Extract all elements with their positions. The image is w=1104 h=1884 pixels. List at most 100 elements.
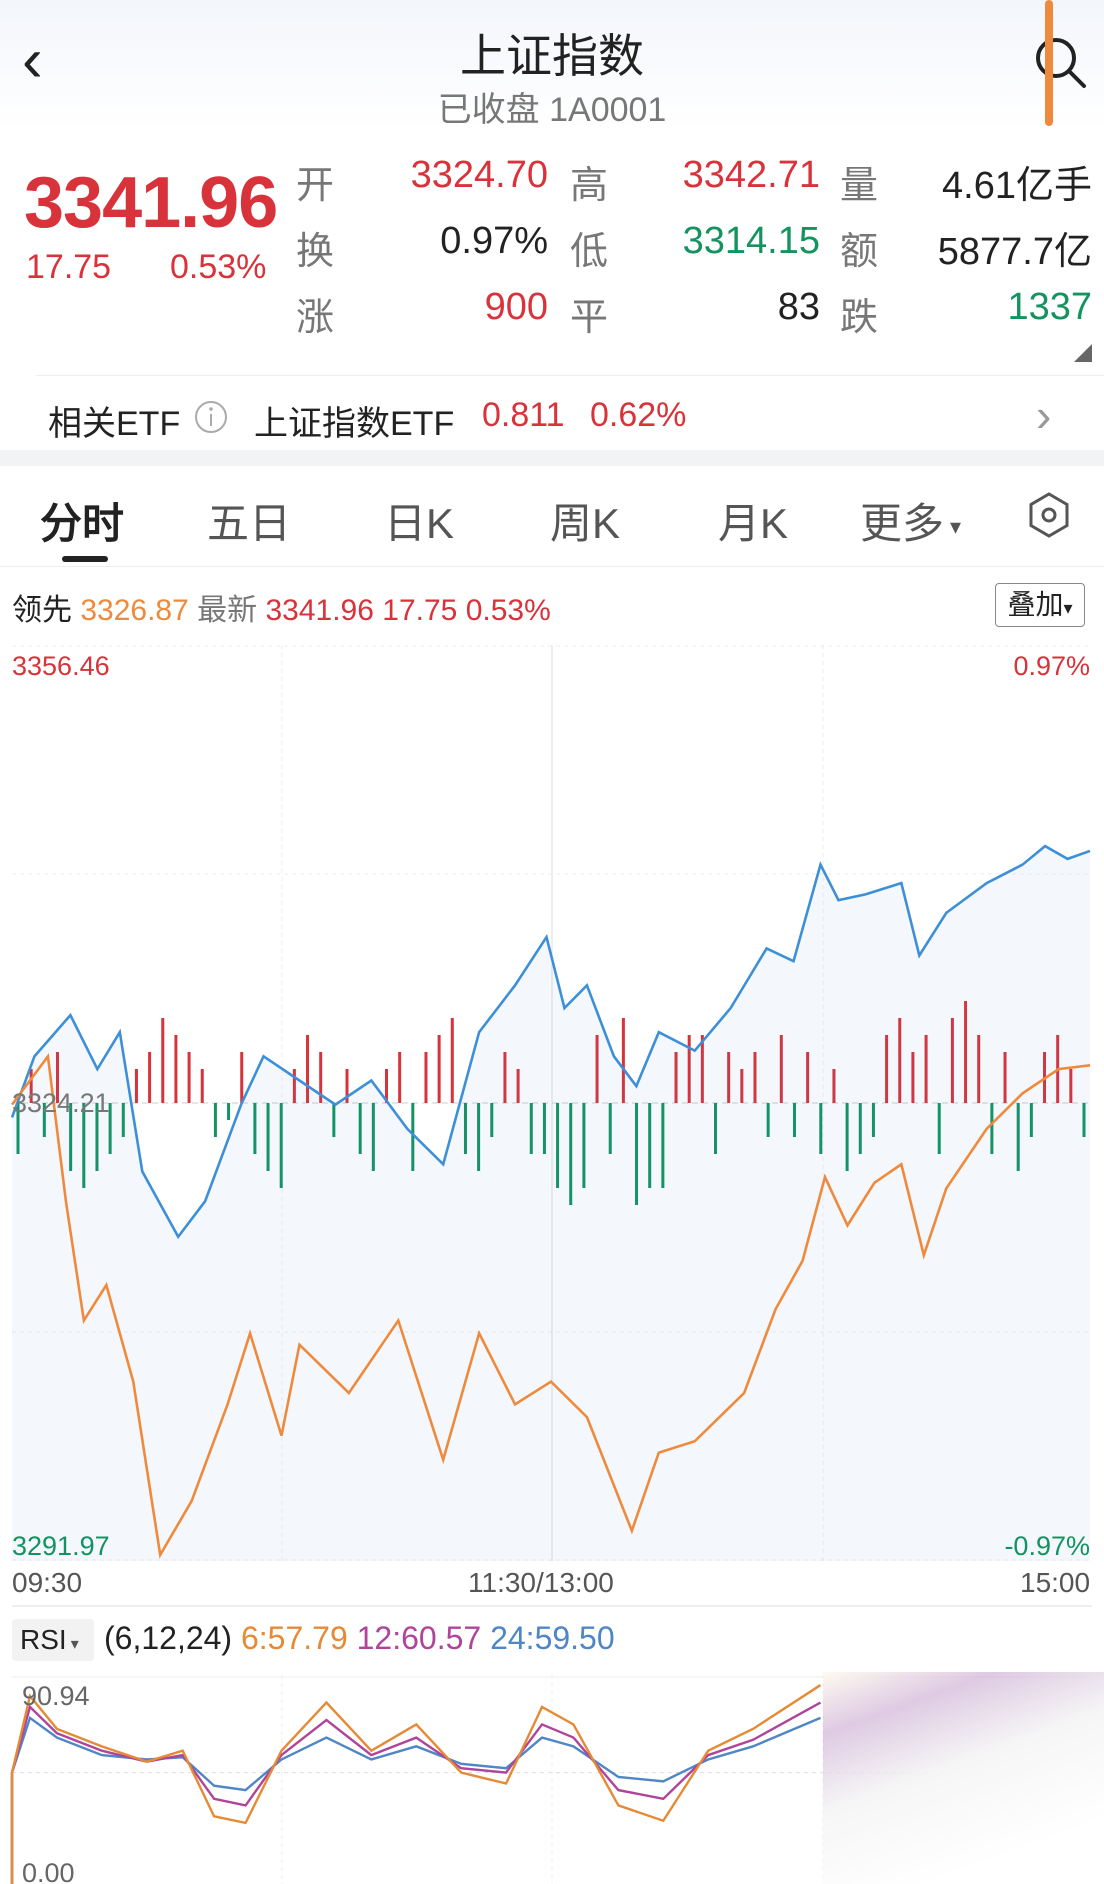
tab-monthly-k[interactable]: 月K — [718, 500, 789, 547]
breadth-bar — [29, 1069, 33, 1103]
y-mid-label: 3324.21 — [12, 1088, 110, 1118]
stat-value: 0.97% — [440, 220, 548, 262]
tab-intraday[interactable]: 分时 — [40, 500, 125, 547]
breadth-bar — [648, 1103, 652, 1188]
breadth-bar — [398, 1052, 402, 1103]
x-tick-close: 15:00 — [1020, 1567, 1091, 1598]
breadth-bar — [556, 1103, 560, 1188]
stat-value: 3342.71 — [682, 154, 820, 196]
current-price: 3341.96 — [24, 163, 278, 243]
breadth-bar — [292, 1069, 296, 1103]
breadth-bar — [450, 1018, 454, 1103]
breadth-bar — [635, 1103, 639, 1205]
tab-five-day[interactable]: 五日 — [207, 500, 292, 547]
stat-label: 低 — [570, 231, 609, 273]
breadth-bar — [885, 1035, 889, 1103]
breadth-bar — [148, 1052, 152, 1103]
index-line — [10, 844, 1091, 1240]
breadth-bar — [411, 1103, 415, 1171]
scroll-indicator — [1045, 0, 1053, 126]
etf-name: 上证指数ETF — [254, 405, 455, 443]
breadth-bar — [437, 1035, 441, 1103]
image-artifact — [823, 1672, 1104, 1884]
related-etf-row[interactable]: 相关ETF 上证指数ETF 0.811 0.62% › — [0, 388, 1104, 448]
intraday-chart[interactable]: 3356.46 0.97% 3324.21 3291.97 -0.97% — [0, 645, 1104, 1561]
settings-hexagon-icon[interactable] — [1024, 490, 1074, 540]
stat-label: 涨 — [296, 297, 335, 339]
breadth-bar — [871, 1103, 875, 1137]
lead-label: 领先 — [12, 594, 72, 627]
breadth-bar — [819, 1103, 823, 1154]
breadth-bar — [332, 1103, 336, 1137]
chevron-left-icon[interactable]: ‹ — [22, 26, 43, 95]
breadth-bar — [569, 1103, 573, 1205]
breadth-bar — [898, 1018, 902, 1103]
breadth-bar — [16, 1103, 20, 1154]
tab-weekly-k[interactable]: 周K — [550, 500, 621, 547]
rsi-12-line — [10, 1701, 822, 1884]
breadth-bar — [200, 1069, 204, 1103]
stat-value: 3314.15 — [682, 220, 820, 262]
price-change-pct: 0.53% — [170, 248, 267, 286]
breadth-bar — [661, 1103, 665, 1188]
stat-label: 换 — [296, 231, 335, 273]
x-axis: 09:30 11:30/13:00 15:00 — [0, 1567, 1104, 1607]
breadth-bar — [542, 1103, 546, 1154]
chart-info-line: 领先 3326.87 最新 3341.96 17.75 0.53% — [12, 585, 551, 629]
stat-label: 额 — [840, 231, 879, 273]
lead-line — [10, 1052, 1091, 1559]
divider — [36, 375, 1104, 376]
breadth-bar — [134, 1069, 138, 1103]
tab-more[interactable]: 更多 ▾ — [860, 490, 961, 551]
price-change: 17.75 — [26, 248, 112, 286]
etf-price: 0.811 — [482, 396, 565, 434]
active-tab-indicator — [62, 556, 108, 562]
breadth-bar — [595, 1035, 599, 1103]
overlay-button[interactable]: 叠加▾ — [995, 583, 1085, 627]
etf-label: 相关ETF — [48, 405, 181, 443]
x-tick-open: 09:30 — [12, 1567, 83, 1598]
breadth-bar — [306, 1035, 310, 1103]
breadth-bar — [1082, 1103, 1086, 1137]
page-title: 上证指数 — [460, 30, 644, 82]
breadth-bar — [582, 1103, 586, 1188]
breadth-bar — [463, 1103, 467, 1154]
breadth-bar — [279, 1103, 283, 1188]
breadth-bar — [253, 1103, 257, 1154]
breadth-bar — [674, 1052, 678, 1103]
search-icon[interactable] — [1032, 34, 1088, 90]
breadth-bar — [174, 1035, 178, 1103]
rsi-legend: (6,12,24) 6:57.79 12:60.57 24:59.50 — [104, 1620, 615, 1657]
breadth-bar — [740, 1069, 744, 1103]
breadth-bar — [977, 1035, 981, 1103]
breadth-bar — [227, 1103, 231, 1120]
breadth-bar — [700, 1035, 704, 1103]
latest-change: 17.75 — [382, 594, 458, 627]
breadth-bar — [95, 1103, 99, 1171]
breadth-bar — [1029, 1103, 1033, 1137]
tab-daily-k[interactable]: 日K — [384, 500, 455, 547]
indicator-label: RSI — [20, 1624, 67, 1655]
rsi-12-value: 12:60.57 — [356, 1620, 482, 1656]
y-min-label: 3291.97 — [12, 1531, 110, 1561]
caret-down-icon: ▾ — [950, 513, 962, 539]
indicator-select[interactable]: RSI ▾ — [12, 1619, 94, 1661]
breadth-bar — [108, 1103, 112, 1154]
breadth-bar — [1016, 1103, 1020, 1171]
tab-more-label: 更多 — [860, 500, 945, 547]
section-divider — [0, 450, 1104, 466]
breadth-bar — [240, 1052, 244, 1103]
page-subtitle: 已收盘 1A0001 — [437, 91, 667, 129]
breadth-bar — [516, 1069, 520, 1103]
info-icon[interactable] — [194, 400, 228, 434]
caret-down-icon: ▾ — [70, 1636, 79, 1653]
expand-corner-icon[interactable] — [1074, 344, 1092, 362]
chevron-right-icon: › — [1036, 389, 1052, 441]
latest-label: 最新 — [197, 594, 258, 627]
stat-value: 4.61亿手 — [942, 165, 1092, 207]
stat-value: 83 — [777, 286, 820, 328]
breadth-bar — [832, 1069, 836, 1103]
divider — [0, 566, 1104, 567]
breadth-bar — [792, 1103, 796, 1137]
breadth-bar — [727, 1052, 731, 1103]
